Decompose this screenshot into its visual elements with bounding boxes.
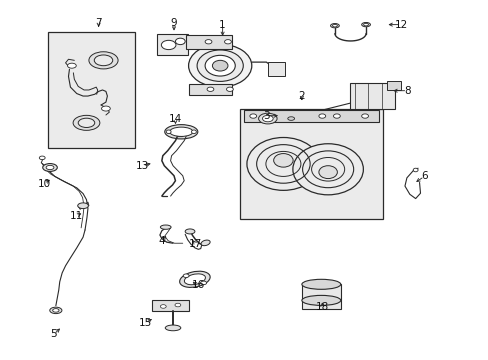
Ellipse shape [73,115,100,130]
Ellipse shape [169,127,193,136]
Bar [349,83,394,109]
Text: 9: 9 [170,18,177,28]
Bar [386,81,400,90]
Ellipse shape [301,279,340,289]
Ellipse shape [201,240,210,246]
Ellipse shape [318,114,325,118]
Ellipse shape [197,50,243,81]
Text: 2: 2 [298,91,305,101]
Ellipse shape [165,325,181,331]
Ellipse shape [166,130,171,134]
Ellipse shape [175,303,181,307]
Ellipse shape [46,165,54,170]
Text: 12: 12 [394,19,407,30]
Ellipse shape [160,225,171,229]
Text: 18: 18 [315,302,328,312]
Text: 17: 17 [189,239,202,249]
Ellipse shape [301,296,340,305]
Ellipse shape [206,87,213,91]
Ellipse shape [201,281,206,285]
Ellipse shape [330,23,339,28]
Ellipse shape [39,156,45,159]
Bar [301,284,340,309]
Ellipse shape [212,60,227,71]
Ellipse shape [50,307,62,314]
Ellipse shape [191,130,196,134]
Ellipse shape [161,40,176,50]
Ellipse shape [78,203,88,208]
Ellipse shape [333,114,340,118]
Ellipse shape [363,23,368,26]
Ellipse shape [67,63,76,68]
Text: 3: 3 [263,111,269,121]
Ellipse shape [53,309,59,312]
Ellipse shape [42,163,57,171]
Text: 6: 6 [420,171,427,181]
Bar [243,111,378,122]
Ellipse shape [226,87,233,91]
Ellipse shape [184,274,205,285]
Ellipse shape [264,114,271,118]
Ellipse shape [179,271,210,287]
Text: 1: 1 [219,19,225,30]
Ellipse shape [332,24,337,27]
Ellipse shape [292,144,363,195]
Text: 16: 16 [191,280,204,291]
Bar [47,32,135,148]
Bar [152,300,189,311]
Text: 14: 14 [168,114,182,124]
Ellipse shape [273,154,292,167]
Bar [186,35,232,49]
Ellipse shape [175,38,185,45]
Ellipse shape [204,40,211,44]
Ellipse shape [94,55,113,66]
Bar [188,84,232,95]
Text: 11: 11 [70,211,83,221]
Ellipse shape [160,305,166,308]
Ellipse shape [246,138,319,190]
Ellipse shape [361,114,368,118]
Ellipse shape [224,40,231,44]
Ellipse shape [287,117,294,120]
Bar [239,109,382,219]
Ellipse shape [262,115,273,122]
Ellipse shape [89,52,118,69]
Ellipse shape [164,125,198,139]
Text: 10: 10 [38,179,51,189]
Ellipse shape [204,55,235,76]
Text: 7: 7 [95,18,102,28]
Text: 4: 4 [158,236,165,246]
Ellipse shape [188,44,251,87]
Text: 15: 15 [139,318,152,328]
Ellipse shape [183,274,189,278]
Text: 5: 5 [50,329,57,339]
Ellipse shape [78,118,95,127]
Ellipse shape [102,106,110,111]
Ellipse shape [258,113,277,124]
Text: 13: 13 [136,161,149,171]
Ellipse shape [361,22,370,27]
Ellipse shape [185,229,195,234]
Bar [157,34,188,55]
Ellipse shape [249,114,256,118]
Ellipse shape [412,168,417,172]
Bar [267,62,285,76]
Ellipse shape [318,166,337,179]
Text: 8: 8 [403,86,410,96]
